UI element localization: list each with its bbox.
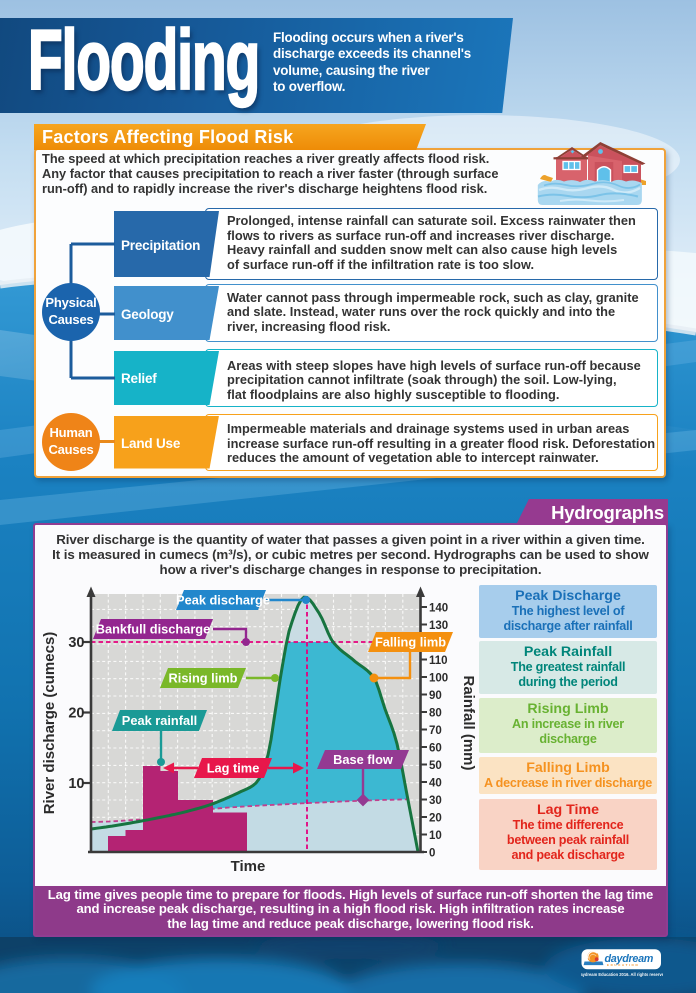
svg-text:Rising limb: Rising limb bbox=[169, 671, 238, 686]
svg-text:10: 10 bbox=[68, 776, 84, 792]
svg-text:30: 30 bbox=[68, 635, 84, 651]
svg-text:110: 110 bbox=[429, 655, 448, 667]
svg-text:30: 30 bbox=[429, 795, 442, 807]
svg-text:River discharge (cumecs): River discharge (cumecs) bbox=[41, 632, 58, 815]
svg-text:Bankfull discharge: Bankfull discharge bbox=[96, 622, 211, 637]
svg-text:Falling limb: Falling limb bbox=[375, 635, 446, 650]
svg-text:90: 90 bbox=[429, 690, 442, 702]
svg-text:Base flow: Base flow bbox=[333, 752, 393, 767]
svg-text:Rainfall (mm): Rainfall (mm) bbox=[460, 675, 477, 770]
svg-text:©Daydream Education 2016. All: ©Daydream Education 2016. All rights res… bbox=[581, 972, 663, 977]
svg-text:60: 60 bbox=[429, 742, 442, 754]
svg-text:20: 20 bbox=[429, 812, 442, 824]
svg-text:100: 100 bbox=[429, 672, 448, 684]
svg-text:130: 130 bbox=[429, 620, 448, 632]
svg-text:daydream: daydream bbox=[605, 953, 654, 965]
svg-text:140: 140 bbox=[429, 602, 448, 614]
svg-text:0: 0 bbox=[429, 847, 435, 859]
svg-text:10: 10 bbox=[429, 830, 442, 842]
svg-text:EDUCATION: EDUCATION bbox=[607, 963, 639, 967]
svg-text:Lag time: Lag time bbox=[207, 761, 260, 776]
svg-text:Time: Time bbox=[231, 858, 266, 875]
svg-text:20: 20 bbox=[68, 706, 84, 722]
svg-text:Peak discharge: Peak discharge bbox=[176, 593, 270, 608]
svg-text:40: 40 bbox=[429, 777, 442, 789]
svg-text:70: 70 bbox=[429, 725, 442, 737]
svg-text:80: 80 bbox=[429, 707, 442, 719]
svg-text:Peak rainfall: Peak rainfall bbox=[122, 713, 197, 728]
svg-text:50: 50 bbox=[429, 760, 442, 772]
